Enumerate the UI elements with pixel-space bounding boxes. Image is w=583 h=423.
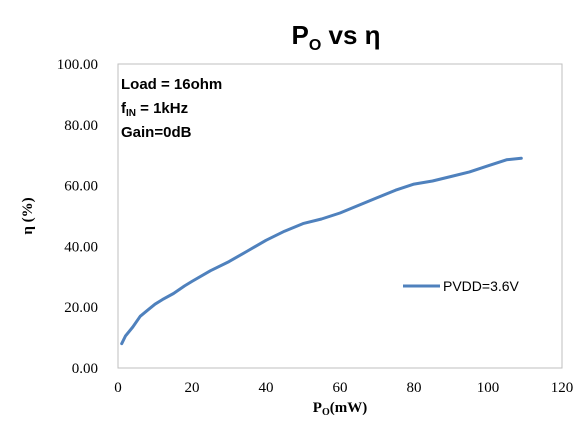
x-tick-labels: 0 20 40 60 80 100 120 — [114, 380, 573, 396]
x-tick-label: 80 — [407, 380, 422, 396]
y-tick-labels: 0.00 20.00 40.00 60.00 80.00 100.00 — [57, 57, 98, 377]
annotation-load-main: Load = 16ohm — [121, 76, 222, 93]
chart-title-rest: vs η — [321, 20, 380, 50]
series-line-pvdd-3-6v — [120, 156, 523, 346]
x-tick-label: 20 — [185, 380, 200, 396]
x-axis-label: PO(mW) — [313, 400, 367, 418]
chart-title-sub: O — [309, 37, 321, 54]
x-axis-label-main: P — [313, 400, 322, 416]
x-tick-label: 120 — [551, 380, 574, 396]
annotation-frequency-rest: = 1kHz — [136, 100, 188, 117]
plot-area — [117, 63, 563, 369]
annotation-frequency-main: f — [121, 100, 127, 117]
legend-label: PVDD=3.6V — [443, 278, 520, 294]
annotation-frequency-sub: IN — [126, 108, 136, 119]
legend: PVDD=3.6V — [403, 278, 520, 294]
x-tick-label: 60 — [333, 380, 348, 396]
y-axis-label: η (%) — [20, 197, 36, 234]
y-tick-label: 100.00 — [57, 57, 98, 73]
chart-title: PO vs η — [291, 20, 380, 54]
y-tick-label: 20.00 — [64, 300, 98, 316]
y-tick-label: 80.00 — [64, 118, 98, 134]
x-axis-label-rest: (mW) — [330, 400, 368, 416]
y-tick-label: 40.00 — [64, 239, 98, 255]
y-tick-label: 60.00 — [64, 179, 98, 195]
annotation-frequency: fIN = 1kHz — [121, 100, 188, 119]
chart-title-main: P — [291, 20, 308, 50]
x-tick-label: 100 — [477, 380, 500, 396]
y-tick-label: 0.00 — [72, 361, 98, 377]
x-tick-label: 0 — [114, 380, 122, 396]
annotation-gain-main: Gain=0dB — [121, 124, 192, 141]
annotation-gain: Gain=0dB — [121, 124, 192, 141]
x-tick-label: 40 — [259, 380, 274, 396]
annotation-load: Load = 16ohm — [121, 76, 222, 93]
x-axis-label-sub: O — [322, 407, 330, 418]
